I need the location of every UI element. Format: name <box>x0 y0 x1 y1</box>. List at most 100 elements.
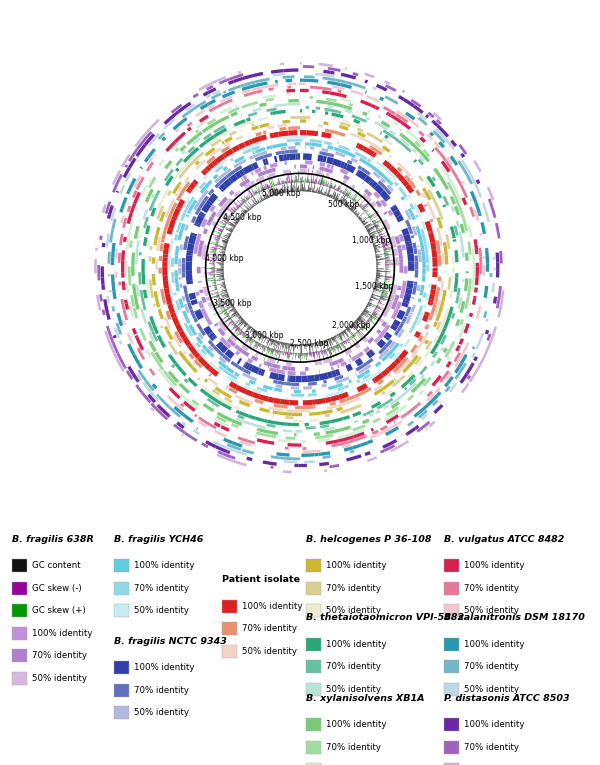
Wedge shape <box>337 435 344 439</box>
Wedge shape <box>227 450 230 454</box>
Wedge shape <box>413 320 418 326</box>
Wedge shape <box>137 347 145 360</box>
Wedge shape <box>352 324 358 331</box>
Wedge shape <box>292 382 299 386</box>
Wedge shape <box>362 181 364 184</box>
Wedge shape <box>188 331 193 335</box>
Wedge shape <box>155 265 158 270</box>
Wedge shape <box>265 158 269 165</box>
Wedge shape <box>242 321 245 324</box>
Wedge shape <box>221 305 224 307</box>
Wedge shape <box>328 405 334 409</box>
Wedge shape <box>407 194 412 198</box>
Wedge shape <box>295 353 296 360</box>
Wedge shape <box>159 358 163 363</box>
Wedge shape <box>374 287 377 288</box>
Wedge shape <box>238 142 245 149</box>
Wedge shape <box>144 157 149 163</box>
Wedge shape <box>415 269 418 278</box>
Wedge shape <box>364 324 367 327</box>
Wedge shape <box>243 334 245 337</box>
Wedge shape <box>367 337 374 344</box>
Wedge shape <box>403 274 407 278</box>
Wedge shape <box>361 208 362 209</box>
Wedge shape <box>218 328 226 337</box>
Wedge shape <box>447 245 451 249</box>
Wedge shape <box>198 417 210 425</box>
Wedge shape <box>197 356 208 366</box>
Wedge shape <box>331 170 333 174</box>
Wedge shape <box>235 385 247 394</box>
Wedge shape <box>326 184 327 187</box>
Wedge shape <box>369 318 373 321</box>
Wedge shape <box>148 179 151 181</box>
Wedge shape <box>360 441 368 447</box>
Wedge shape <box>198 123 208 132</box>
Wedge shape <box>353 119 361 124</box>
Wedge shape <box>350 198 352 199</box>
Wedge shape <box>355 392 362 398</box>
Wedge shape <box>418 298 422 302</box>
Wedge shape <box>346 339 349 343</box>
Wedge shape <box>239 408 244 412</box>
Wedge shape <box>352 199 353 200</box>
Wedge shape <box>201 203 211 213</box>
Wedge shape <box>406 243 412 247</box>
Wedge shape <box>175 158 183 166</box>
Wedge shape <box>371 297 377 300</box>
Wedge shape <box>443 137 455 150</box>
Wedge shape <box>148 256 152 262</box>
Wedge shape <box>409 378 416 386</box>
Wedge shape <box>288 181 289 183</box>
Wedge shape <box>332 85 345 90</box>
Wedge shape <box>385 259 389 260</box>
Wedge shape <box>325 350 330 363</box>
Wedge shape <box>276 192 277 195</box>
Wedge shape <box>371 295 373 297</box>
Wedge shape <box>269 187 273 197</box>
Wedge shape <box>366 322 367 324</box>
Wedge shape <box>380 315 386 321</box>
Wedge shape <box>251 207 253 208</box>
Wedge shape <box>220 234 221 235</box>
Wedge shape <box>210 368 219 377</box>
Wedge shape <box>381 294 383 295</box>
Wedge shape <box>351 174 356 179</box>
Wedge shape <box>265 184 268 189</box>
Wedge shape <box>183 401 190 407</box>
Wedge shape <box>373 243 384 246</box>
Wedge shape <box>374 285 379 286</box>
Bar <box>12 604 27 617</box>
Wedge shape <box>229 346 237 353</box>
Wedge shape <box>223 250 226 251</box>
Wedge shape <box>214 287 217 288</box>
Wedge shape <box>206 389 209 392</box>
Wedge shape <box>293 344 294 353</box>
Wedge shape <box>458 278 461 288</box>
Wedge shape <box>130 382 138 392</box>
Wedge shape <box>259 190 260 192</box>
Wedge shape <box>226 317 231 321</box>
Wedge shape <box>271 188 274 196</box>
Wedge shape <box>156 394 160 398</box>
Wedge shape <box>382 290 392 293</box>
Wedge shape <box>266 338 270 347</box>
Wedge shape <box>302 448 307 450</box>
Wedge shape <box>276 110 286 114</box>
Wedge shape <box>218 259 224 260</box>
Wedge shape <box>251 123 255 127</box>
Wedge shape <box>395 406 399 410</box>
Wedge shape <box>326 451 330 455</box>
Wedge shape <box>232 306 234 308</box>
Wedge shape <box>233 310 236 312</box>
Wedge shape <box>369 180 375 186</box>
Wedge shape <box>233 324 236 327</box>
Wedge shape <box>224 309 226 310</box>
Wedge shape <box>193 252 197 254</box>
Wedge shape <box>394 308 399 314</box>
Wedge shape <box>188 182 196 190</box>
Wedge shape <box>320 190 321 194</box>
Wedge shape <box>373 220 376 223</box>
Wedge shape <box>220 286 226 288</box>
Wedge shape <box>355 333 356 334</box>
